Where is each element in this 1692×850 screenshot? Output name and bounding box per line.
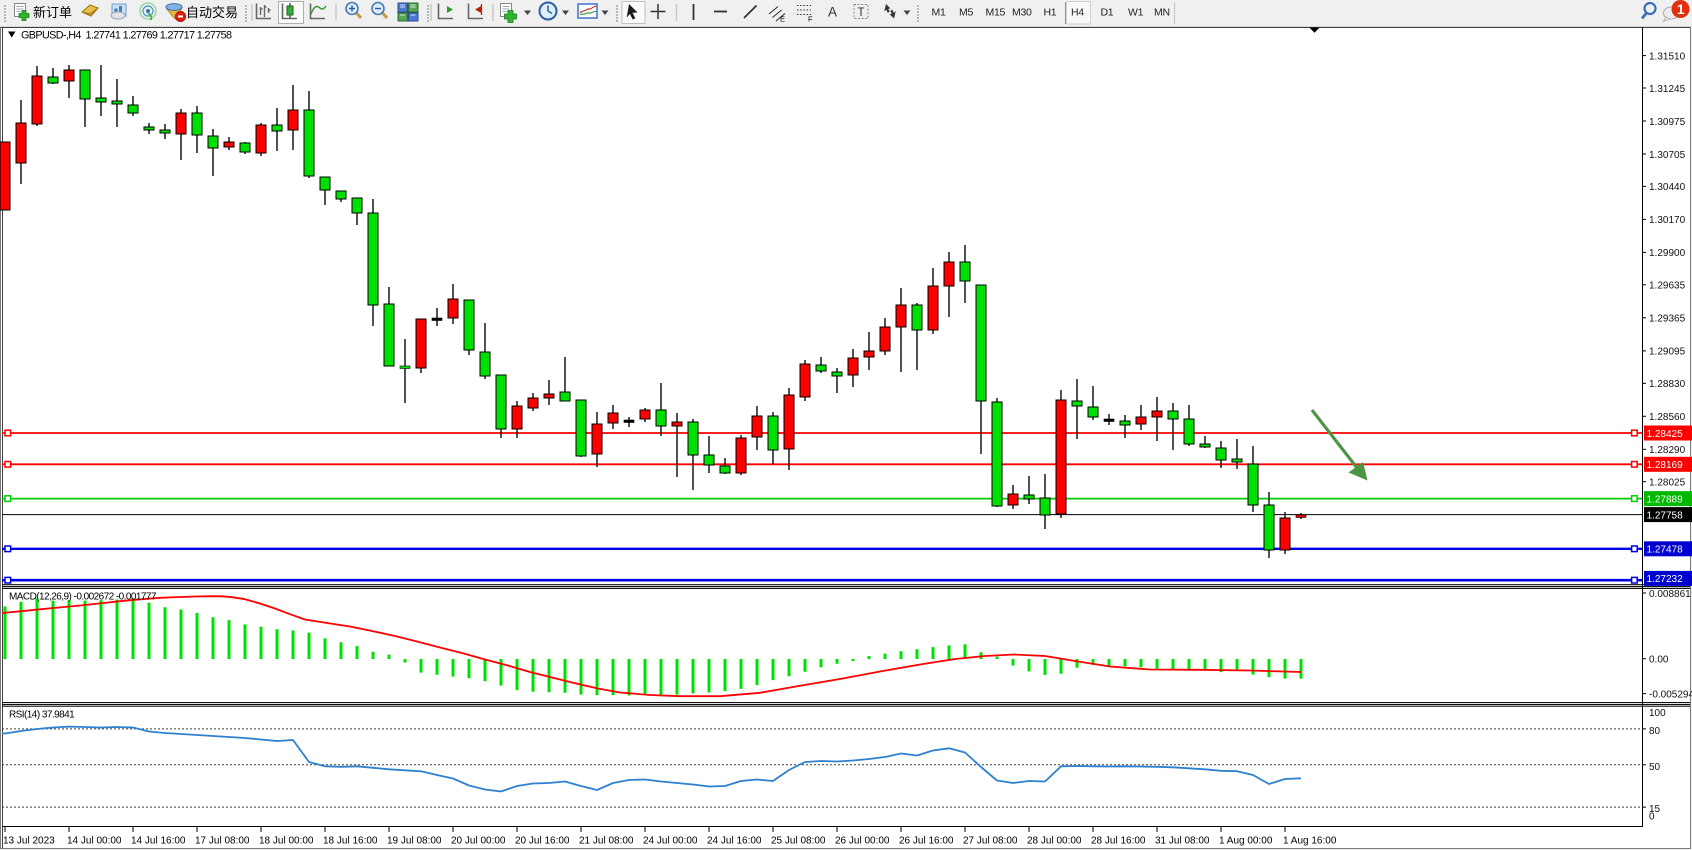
svg-text:1 Aug 16:00: 1 Aug 16:00: [1283, 836, 1337, 847]
svg-text:RSI(14) 37.9841: RSI(14) 37.9841: [9, 710, 75, 721]
svg-text:1.29365: 1.29365: [1649, 314, 1686, 325]
svg-text:20 Jul 00:00: 20 Jul 00:00: [451, 836, 506, 847]
svg-text:27 Jul 08:00: 27 Jul 08:00: [963, 836, 1018, 847]
svg-text:20 Jul 16:00: 20 Jul 16:00: [515, 836, 570, 847]
svg-text:21 Jul 08:00: 21 Jul 08:00: [579, 836, 634, 847]
svg-text:1.30975: 1.30975: [1649, 117, 1686, 128]
svg-text:新订单: 新订单: [33, 5, 72, 20]
svg-text:H1: H1: [1044, 7, 1057, 19]
svg-text:自动交易: 自动交易: [186, 5, 238, 20]
svg-text:1.27889: 1.27889: [1647, 494, 1684, 505]
svg-text:31 Jul 08:00: 31 Jul 08:00: [1155, 836, 1210, 847]
svg-text:26 Jul 00:00: 26 Jul 00:00: [835, 836, 890, 847]
svg-text:50: 50: [1649, 762, 1661, 773]
svg-text:E: E: [780, 15, 785, 24]
svg-text:1.28830: 1.28830: [1649, 379, 1686, 390]
svg-text:1.29900: 1.29900: [1649, 248, 1686, 259]
svg-text:1.28025: 1.28025: [1649, 478, 1686, 489]
svg-text:1.27478: 1.27478: [1647, 545, 1684, 556]
svg-text:0: 0: [1649, 812, 1655, 823]
svg-text:28 Jul 16:00: 28 Jul 16:00: [1091, 836, 1146, 847]
svg-text:13 Jul 2023: 13 Jul 2023: [3, 836, 55, 847]
svg-text:M15: M15: [986, 7, 1006, 19]
svg-text:1.29095: 1.29095: [1649, 347, 1686, 358]
svg-text:1.27758: 1.27758: [1647, 510, 1684, 521]
svg-text:1.28425: 1.28425: [1647, 429, 1684, 440]
svg-text:1.28290: 1.28290: [1649, 445, 1686, 456]
svg-text:1.30705: 1.30705: [1649, 150, 1686, 161]
svg-text:14 Jul 16:00: 14 Jul 16:00: [131, 836, 186, 847]
svg-text:17 Jul 08:00: 17 Jul 08:00: [195, 836, 250, 847]
svg-text:M5: M5: [959, 7, 973, 19]
svg-text:1.30440: 1.30440: [1649, 182, 1686, 193]
svg-text:26 Jul 16:00: 26 Jul 16:00: [899, 836, 954, 847]
svg-text:19 Jul 08:00: 19 Jul 08:00: [387, 836, 442, 847]
svg-text:1 Aug 00:00: 1 Aug 00:00: [1219, 836, 1273, 847]
svg-text:100: 100: [1649, 708, 1666, 719]
svg-text:0.00: 0.00: [1649, 655, 1669, 666]
svg-text:A: A: [828, 5, 837, 20]
svg-text:1.31510: 1.31510: [1649, 51, 1686, 62]
svg-text:25 Jul 08:00: 25 Jul 08:00: [771, 836, 826, 847]
svg-text:1.27232: 1.27232: [1647, 574, 1684, 585]
svg-text:1.29635: 1.29635: [1649, 281, 1686, 292]
svg-text:0.008861: 0.008861: [1649, 589, 1691, 600]
svg-text:M30: M30: [1012, 7, 1032, 19]
svg-text:28 Jul 00:00: 28 Jul 00:00: [1027, 836, 1082, 847]
svg-text:W1: W1: [1128, 7, 1144, 19]
svg-text:T: T: [858, 7, 865, 19]
svg-text:MN: MN: [1154, 7, 1170, 19]
svg-text:1.30170: 1.30170: [1649, 215, 1686, 226]
svg-text:1.31245: 1.31245: [1649, 84, 1686, 95]
svg-text:MACD(12,26,9) -0.002672 -0.001: MACD(12,26,9) -0.002672 -0.001777: [9, 592, 157, 603]
svg-text:D1: D1: [1101, 7, 1114, 19]
svg-text:80: 80: [1649, 726, 1661, 737]
svg-text:24 Jul 00:00: 24 Jul 00:00: [643, 836, 698, 847]
svg-text:1: 1: [1677, 2, 1685, 17]
svg-text:H4: H4: [1071, 7, 1084, 19]
svg-text:-0.005294: -0.005294: [1649, 689, 1692, 700]
svg-text:1.28560: 1.28560: [1649, 412, 1686, 423]
svg-text:18 Jul 16:00: 18 Jul 16:00: [323, 836, 378, 847]
svg-text:18 Jul 00:00: 18 Jul 00:00: [259, 836, 314, 847]
svg-text:24 Jul 16:00: 24 Jul 16:00: [707, 836, 762, 847]
svg-text:1.28169: 1.28169: [1647, 460, 1684, 471]
svg-text:14 Jul 00:00: 14 Jul 00:00: [67, 836, 122, 847]
svg-text:15: 15: [1649, 804, 1661, 815]
svg-text:GBPUSD-,H4 1.27741 1.27769 1.: GBPUSD-,H4 1.27741 1.27769 1.27717 1.277…: [21, 30, 232, 42]
svg-text:F: F: [808, 15, 813, 24]
svg-text:M1: M1: [932, 7, 946, 19]
